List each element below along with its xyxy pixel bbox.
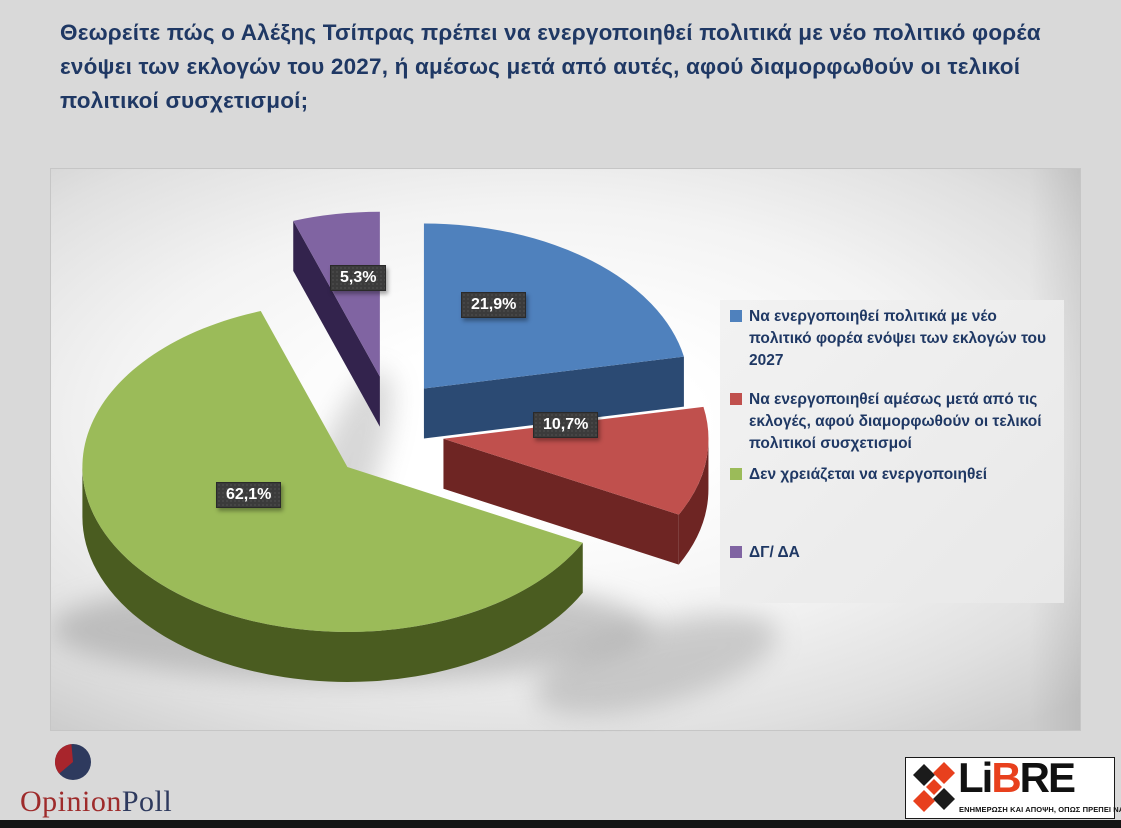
pie-slice-1 — [443, 406, 709, 565]
chart-panel: 21,9% 10,7% 62,1% 5,3% Να ενεργοποιηθεί … — [50, 168, 1081, 731]
legend-item: Να ενεργοποιηθεί πολιτικά με νέο πολιτικ… — [730, 306, 1054, 372]
opinionpoll-logo: OpinionPoll — [20, 741, 240, 819]
pie-data-label-purple: 5,3% — [330, 265, 387, 291]
opinionpoll-wordmark: OpinionPoll — [20, 785, 240, 819]
chart-legend: Να ενεργοποιηθεί πολιτικά με νέο πολιτικ… — [720, 300, 1064, 603]
pie-logo-icon — [54, 744, 91, 780]
opinionpoll-word-poll: Poll — [121, 785, 173, 818]
pie-data-label-red: 10,7% — [533, 412, 599, 438]
pie-slice-3 — [293, 211, 380, 427]
legend-swatch-red-icon — [730, 393, 742, 405]
pie-slice-0 — [423, 223, 684, 439]
legend-label: ΔΓ/ ΔΑ — [749, 544, 800, 561]
libre-logo: LiBRE ΕΝΗΜΕΡΩΣΗ ΚΑΙ ΑΠΟΨΗ, ΟΠΩΣ ΠΡΕΠΕΙ Ν… — [905, 754, 1121, 819]
libre-li: Li — [958, 754, 993, 801]
opinionpoll-word-opinion: Opinion — [20, 785, 122, 818]
legend-swatch-blue-icon — [730, 310, 742, 322]
pie-chart-3d — [51, 211, 778, 715]
bottom-bar — [0, 820, 1121, 828]
pie-shadow — [534, 613, 778, 715]
pie-slice-2 — [82, 311, 583, 682]
diamonds-logo-icon — [913, 762, 955, 812]
libre-wordmark: LiBRE — [958, 754, 1076, 801]
libre-tagline: ΕΝΗΜΕΡΩΣΗ ΚΑΙ ΑΠΟΨΗ, ΟΠΩΣ ΠΡΕΠΕΙ ΝΑ ΕΙΝΑ… — [959, 805, 1121, 814]
libre-re: RE — [1019, 754, 1076, 801]
legend-item: Να ενεργοποιηθεί αμέσως μετά από τις εκλ… — [730, 389, 1054, 455]
legend-swatch-green-icon — [730, 468, 742, 480]
libre-b: B — [991, 754, 1021, 801]
legend-item: Δεν χρειάζεται να ενεργοποιηθεί — [730, 464, 1054, 486]
legend-label: Να ενεργοποιηθεί πολιτικά με νέο πολιτικ… — [749, 308, 1047, 369]
pie-data-label-blue: 21,9% — [461, 292, 527, 318]
legend-item: ΔΓ/ ΔΑ — [730, 542, 1054, 564]
page-title: Θεωρείτε πώς ο Αλέξης Τσίπρας πρέπει να … — [60, 20, 1041, 113]
legend-swatch-purple-icon — [730, 546, 742, 558]
legend-label: Δεν χρειάζεται να ενεργοποιηθεί — [749, 466, 988, 483]
pie-data-label-green: 62,1% — [216, 482, 282, 508]
legend-label: Να ενεργοποιηθεί αμέσως μετά από τις εκλ… — [749, 391, 1042, 452]
